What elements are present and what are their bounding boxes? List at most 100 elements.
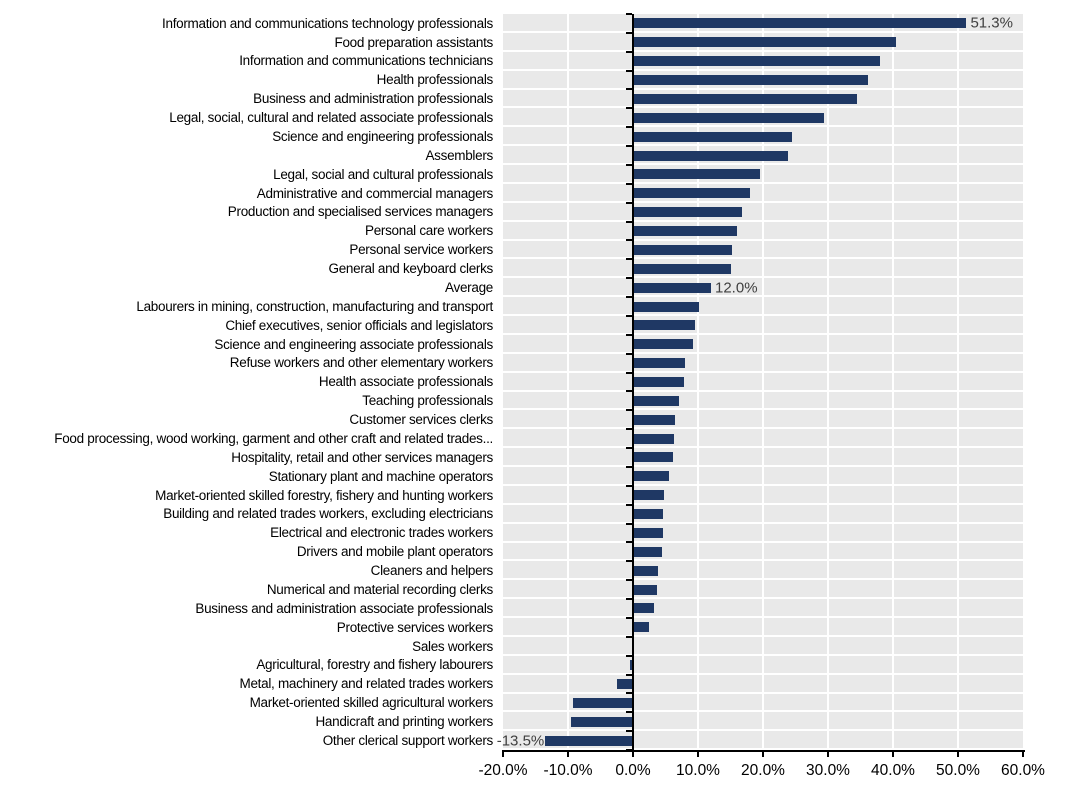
bar <box>633 622 650 633</box>
x-axis-tick <box>1022 752 1024 757</box>
x-axis-tick-label: -10.0% <box>543 762 593 779</box>
category-axis-tick <box>626 598 632 601</box>
category-label: Information and communications technicia… <box>239 53 493 69</box>
gridline <box>762 14 764 750</box>
bar-data-label: 12.0% <box>715 279 758 297</box>
bar <box>633 452 674 463</box>
category-axis-tick <box>626 277 632 280</box>
zero-baseline-axis <box>632 14 634 750</box>
x-axis-line <box>502 750 1025 752</box>
category-axis-tick <box>626 503 632 506</box>
x-axis-tick <box>892 752 894 757</box>
bar <box>617 678 633 689</box>
category-label: Science and engineering professionals <box>272 128 493 144</box>
gridline <box>957 14 959 750</box>
category-axis-tick <box>626 616 632 619</box>
bar <box>633 112 825 123</box>
category-label: Teaching professionals <box>362 393 493 409</box>
category-axis-tick <box>626 692 632 695</box>
category-axis-tick <box>626 730 632 733</box>
category-axis-tick <box>626 163 632 166</box>
x-axis-tick-labels: -20.0% -10.0% 0.0% 10.0% 20.0% 30.0% 40.0% 50.0… <box>478 762 1045 784</box>
bar <box>633 471 669 482</box>
category-label: Building and related trades workers, exc… <box>163 506 493 522</box>
category-label: Labourers in mining, construction, manuf… <box>136 298 493 314</box>
category-axis-tick <box>626 220 632 223</box>
category-label: Health professionals <box>376 72 494 88</box>
x-axis-tick <box>567 752 569 757</box>
category-axis-tick <box>626 13 632 15</box>
category-axis-tick <box>626 711 632 714</box>
category-axis-tick <box>626 635 632 638</box>
x-axis-tick <box>762 752 764 757</box>
category-axis-tick <box>626 390 632 393</box>
category-label: Agricultural, forestry and fishery labou… <box>256 657 493 673</box>
category-label: Numerical and material recording clerks <box>266 581 493 597</box>
x-axis-tick <box>957 752 959 757</box>
category-axis-tick <box>626 258 632 261</box>
x-axis-tick-label: 30.0% <box>806 762 850 779</box>
category-label: Metal, machinery and related trades work… <box>239 676 494 692</box>
bar <box>633 546 662 557</box>
category-axis-tick <box>626 88 632 91</box>
category-label: Drivers and mobile plant operators <box>296 544 493 560</box>
bar <box>633 320 696 331</box>
category-label: Legal, social, cultural and related asso… <box>169 110 493 126</box>
category-axis-tick <box>626 201 632 204</box>
bar <box>633 565 658 576</box>
category-label: Cleaners and helpers <box>370 563 494 579</box>
x-axis-tick <box>827 752 829 757</box>
bar <box>633 18 967 29</box>
bar <box>633 207 742 218</box>
bar-data-label: -13.5% <box>496 732 545 750</box>
category-axis-tick <box>626 371 632 374</box>
bar <box>633 414 675 425</box>
category-label: Refuse workers and other elementary work… <box>229 355 494 371</box>
x-axis-tick-label: 10.0% <box>676 762 720 779</box>
category-label: Protective services workers <box>336 619 494 635</box>
category-label: Business and administration associate pr… <box>195 600 493 616</box>
x-axis-tick-label: 0.0% <box>615 762 651 779</box>
bar <box>633 37 897 48</box>
category-axis-tick <box>626 465 632 468</box>
category-label: Business and administration professional… <box>253 91 493 107</box>
bar <box>633 226 737 237</box>
category-axis-tick <box>626 296 632 299</box>
category-axis-tick <box>626 409 632 412</box>
category-label: Market-oriented skilled forestry, fisher… <box>155 487 493 503</box>
bar <box>633 377 684 387</box>
bar <box>633 244 733 255</box>
category-axis-tick <box>626 314 632 317</box>
bar <box>633 75 869 86</box>
bar <box>633 339 694 350</box>
bar-data-label: 51.3% <box>970 14 1013 32</box>
category-axis-tick <box>626 579 632 582</box>
bar <box>633 490 664 501</box>
category-axis-tick <box>626 182 632 185</box>
category-axis: Information and communications technolog… <box>0 14 498 750</box>
category-label: Health associate professionals <box>318 374 493 390</box>
category-label: Assemblers <box>425 147 493 163</box>
category-label: Customer services clerks <box>349 412 493 428</box>
category-axis-tick <box>626 541 632 544</box>
category-label: Food preparation assistants <box>334 34 494 50</box>
gridline <box>827 14 829 750</box>
category-axis-tick <box>626 522 632 525</box>
category-axis-tick <box>626 50 632 53</box>
bar <box>633 150 788 161</box>
category-label: Personal care workers <box>364 223 493 239</box>
category-axis-tick <box>626 126 632 129</box>
bar <box>573 697 633 708</box>
bar <box>633 527 663 538</box>
category-axis-tick <box>626 447 632 450</box>
category-label: Other clerical support workers <box>322 732 494 748</box>
bar <box>633 603 654 614</box>
category-label: Market-oriented skilled agricultural wor… <box>249 695 494 711</box>
bar <box>633 93 857 104</box>
category-axis-tick <box>626 31 632 34</box>
x-axis-tick <box>502 752 504 757</box>
category-label: Average <box>445 279 493 295</box>
x-axis-tick-label: 40.0% <box>871 762 915 779</box>
category-label: Science and engineering associate profes… <box>214 336 493 352</box>
